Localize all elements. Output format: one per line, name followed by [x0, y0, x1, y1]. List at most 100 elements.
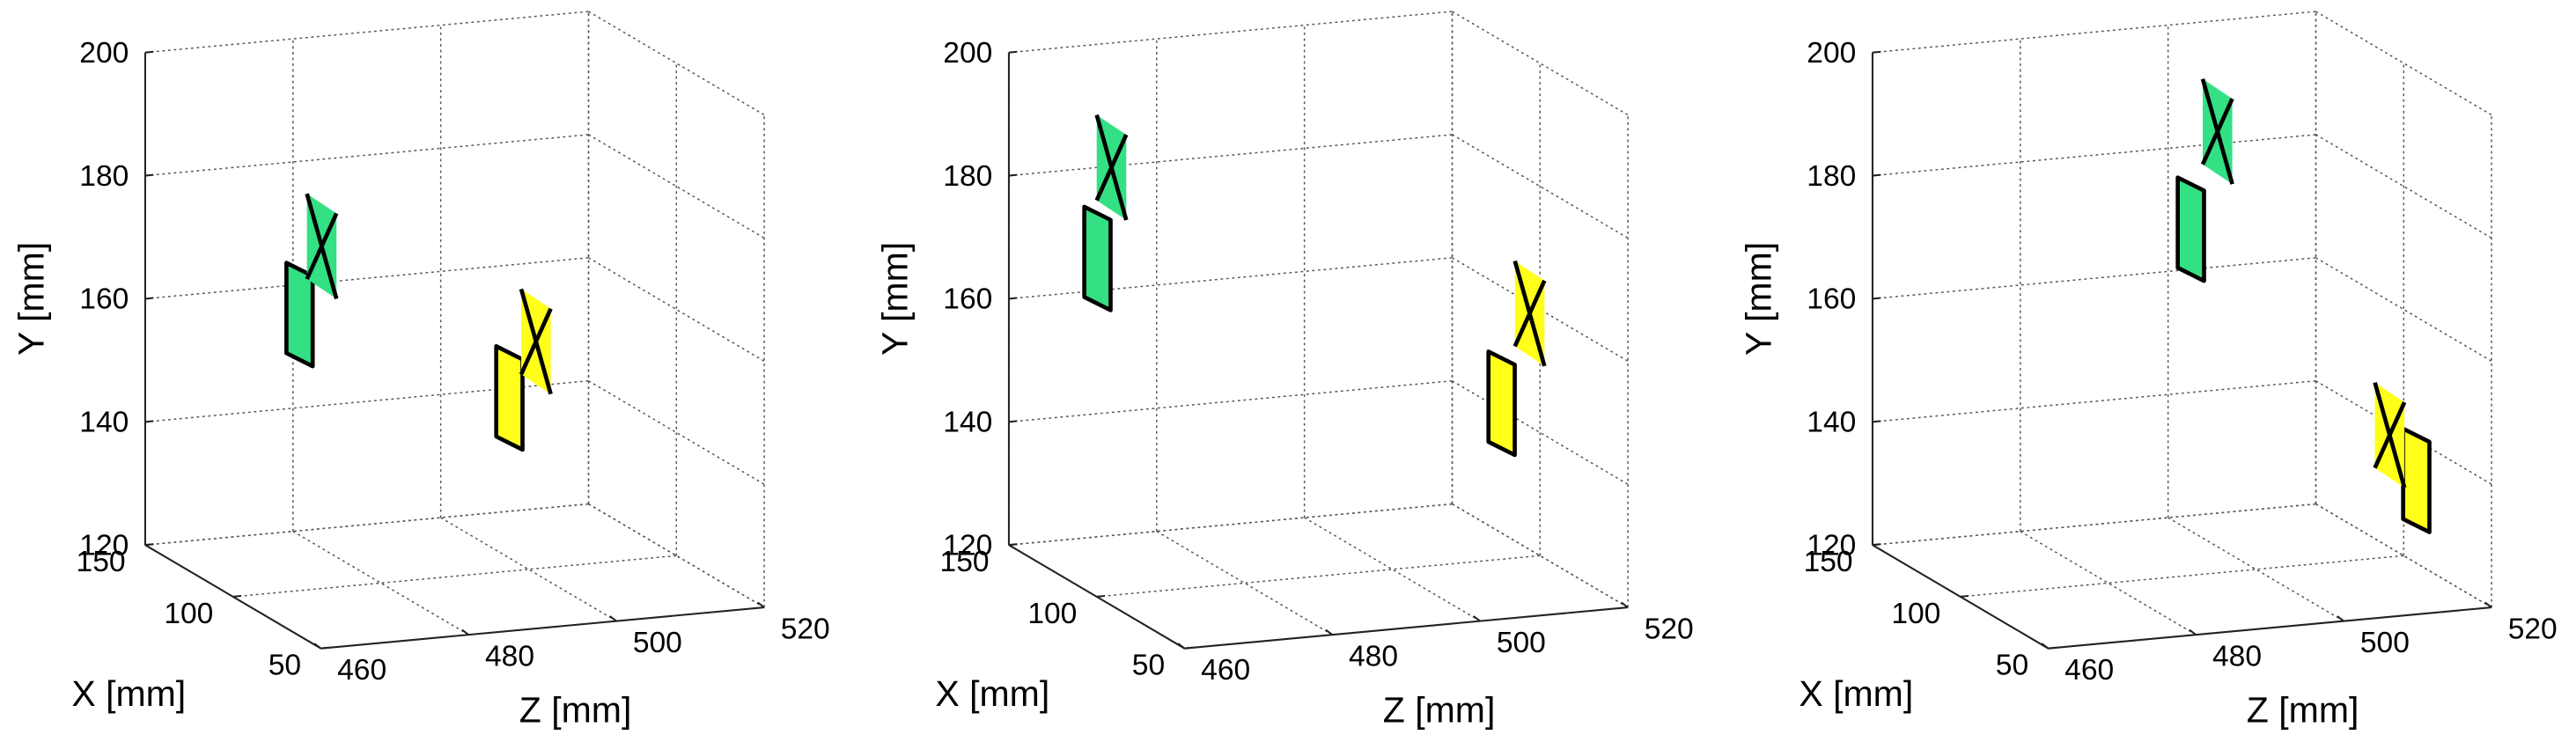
grid-line: [1960, 555, 2404, 598]
y-axis-title: Y [mm]: [874, 242, 915, 356]
grid-line: [144, 134, 589, 177]
tick-mark: [144, 50, 154, 54]
tick-mark: [2048, 646, 2057, 650]
cross-marker: [305, 193, 339, 300]
z-tick-label: 520: [1645, 613, 1694, 646]
grid-line: [1008, 134, 1453, 177]
cross-marker: [2373, 382, 2407, 489]
y-tick-label: 120: [1807, 529, 1856, 562]
x-tick-label: 50: [1132, 650, 1165, 682]
panel: 120 140 160 180 200 50 100 150 460 480 500 520 Y [mm…: [874, 11, 1694, 731]
z-tick-label: 480: [1349, 641, 1398, 673]
tick-mark: [144, 543, 154, 547]
y-tick-label: 180: [943, 160, 992, 193]
plate-marker: [1486, 349, 1517, 458]
z-tick-label: 460: [1201, 654, 1250, 687]
y-tick-label: 160: [943, 283, 992, 316]
tick-mark: [1872, 420, 1881, 423]
y-tick-label: 200: [943, 37, 992, 70]
panel: 120 140 160 180 200 50 100 150 460 480 500 520 Y [mm…: [11, 11, 830, 731]
x-tick-label: 150: [1804, 546, 1853, 578]
z-tick-label: 460: [337, 654, 386, 687]
grid-line: [1872, 11, 2316, 54]
y-tick-label: 180: [1807, 160, 1856, 193]
x-tick-label: 50: [269, 650, 301, 682]
tick-mark: [320, 646, 329, 650]
cross-line: [1094, 134, 1129, 202]
tick-mark: [144, 420, 154, 423]
y-tick-label: 200: [79, 37, 129, 70]
grid-line: [1872, 134, 2316, 177]
tick-mark: [2337, 615, 2344, 622]
tick-mark: [2189, 628, 2197, 635]
plate-marker: [2175, 175, 2206, 283]
grid-line: [1008, 503, 1453, 546]
x-tick-label: 100: [164, 598, 213, 630]
axis-line: [320, 606, 765, 650]
tick-mark: [1960, 594, 1969, 598]
plate-marker: [1082, 204, 1113, 312]
y-tick-label: 200: [1807, 37, 1856, 70]
cross-line: [519, 307, 553, 376]
tick-mark: [1008, 543, 1018, 547]
grid-line: [144, 503, 589, 546]
tick-mark: [1008, 420, 1018, 423]
tick-mark: [1177, 643, 1186, 650]
cross-marker: [519, 288, 553, 395]
x-tick-label: 150: [77, 546, 126, 578]
y-tick-label: 140: [1807, 407, 1856, 439]
z-axis-title: Z [mm]: [519, 690, 632, 731]
tick-mark: [1872, 50, 1881, 54]
grid-line: [1304, 517, 1481, 622]
tick-mark: [1008, 50, 1018, 54]
cross-line: [2373, 401, 2407, 469]
axis-line: [1184, 606, 1629, 650]
z-tick-label: 520: [2508, 613, 2558, 646]
x-tick-label: 150: [940, 546, 990, 578]
grid-line: [2020, 531, 2197, 635]
x-axis-title: X [mm]: [935, 673, 1049, 714]
tick-mark: [1184, 646, 1193, 650]
y-tick-label: 180: [79, 160, 129, 193]
tick-mark: [1008, 297, 1018, 300]
y-tick-label: 140: [79, 407, 129, 439]
tick-mark: [2484, 601, 2492, 608]
grid-line: [144, 11, 589, 54]
cross-marker: [2200, 78, 2234, 185]
grid-line: [1872, 379, 2316, 423]
tick-mark: [609, 615, 617, 622]
cross-line: [2200, 98, 2234, 165]
z-tick-label: 500: [1497, 627, 1546, 659]
cross-line: [1512, 279, 1547, 348]
x-axis-title: X [mm]: [1799, 673, 1913, 714]
grid-line: [1008, 257, 1453, 300]
tick-mark: [144, 173, 154, 177]
grid-line: [232, 555, 677, 598]
z-tick-label: 500: [2360, 627, 2410, 659]
tick-mark: [1872, 173, 1881, 177]
grid-line: [1872, 503, 2316, 546]
y-tick-label: 140: [943, 407, 992, 439]
z-tick-label: 480: [2212, 641, 2262, 673]
panel: 120 140 160 180 200 50 100 150 460 480 500 520 Y [mm…: [1738, 11, 2558, 731]
z-axis-title: Z [mm]: [2247, 690, 2359, 731]
plate-marker: [283, 261, 315, 369]
grid-line: [440, 517, 617, 622]
tick-mark: [144, 297, 154, 300]
tick-mark: [1872, 543, 1881, 547]
z-tick-label: 520: [781, 613, 830, 646]
grid-line: [1096, 555, 1541, 598]
grid-line: [144, 503, 589, 546]
grid-line: [1008, 11, 1453, 54]
y-tick-label: 120: [79, 529, 129, 562]
plate-marker: [494, 344, 525, 452]
tick-mark: [313, 643, 322, 650]
y-tick-label: 120: [943, 529, 992, 562]
x-tick-label: 100: [1027, 598, 1077, 630]
x-tick-label: 100: [1891, 598, 1940, 630]
tick-mark: [2041, 643, 2050, 650]
z-tick-label: 500: [633, 627, 682, 659]
cross-marker: [1094, 114, 1129, 221]
